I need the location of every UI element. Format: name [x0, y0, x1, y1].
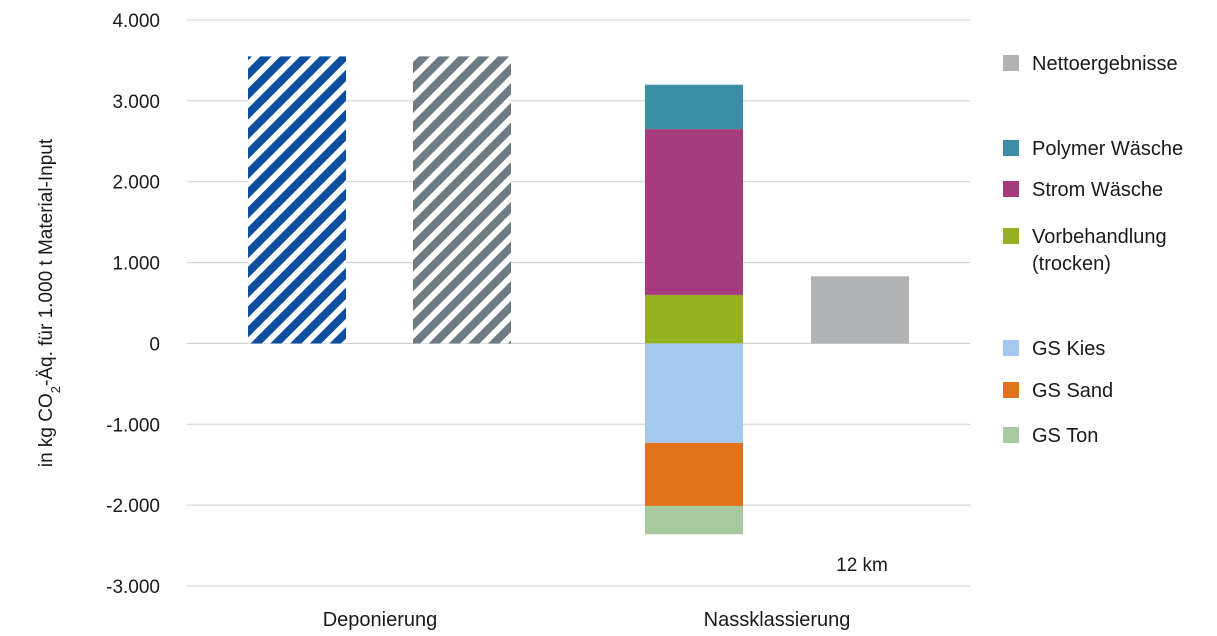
y-tick-label: 1.000: [112, 254, 160, 275]
legend-label: Polymer Wäsche: [1032, 138, 1183, 160]
legend-label: Vorbehandlung: [1032, 226, 1167, 248]
bar-deponierung-2: [413, 56, 511, 344]
bar-segment-gs-sand: [645, 442, 743, 506]
y-tick-label: 3.000: [112, 92, 160, 113]
y-tick-label: 0: [149, 334, 160, 355]
category-labels: Deponierung Nassklassierung: [323, 609, 851, 631]
legend-label: (trocken): [1032, 253, 1111, 275]
y-tick-label: -2.000: [106, 496, 160, 517]
category-label: Deponierung: [323, 609, 438, 631]
bar-segment-polymer-wäsche: [645, 84, 743, 130]
legend-label: GS Ton: [1032, 425, 1098, 447]
y-tick-label: 4.000: [112, 11, 160, 32]
bar-segment-gs-kies: [645, 343, 743, 443]
category-label: Nassklassierung: [704, 609, 851, 631]
legend-label: GS Sand: [1032, 380, 1113, 402]
y-tick-label: -3.000: [106, 577, 160, 598]
legend-swatch: [1003, 181, 1019, 197]
bar-segment-gs-ton: [645, 505, 743, 535]
y-axis-ticks: 4.000 3.000 2.000 1.000 0 -1.000 -2.000 -3.000: [106, 11, 160, 598]
y-axis-label: in kg CO2-Äq. für 1.000 t Material-Input: [36, 138, 63, 467]
legend: Nettoergebnisse Polymer Wäsche Strom Wäsch…: [1003, 53, 1183, 447]
legend-label: GS Kies: [1032, 338, 1105, 360]
y-tick-label: 2.000: [112, 173, 160, 194]
bars: [248, 56, 909, 535]
legend-swatch: [1003, 55, 1019, 71]
bar-segment-nettoergebnisse: [811, 276, 909, 344]
y-tick-label: -1.000: [106, 415, 160, 436]
bar-deponierung-1: [248, 56, 346, 344]
legend-label: Strom Wäsche: [1032, 179, 1163, 201]
legend-swatch: [1003, 427, 1019, 443]
legend-swatch: [1003, 340, 1019, 356]
legend-swatch: [1003, 382, 1019, 398]
legend-swatch: [1003, 228, 1019, 244]
legend-label: Nettoergebnisse: [1032, 53, 1178, 75]
bar-segment-strom-wäsche: [645, 129, 743, 295]
legend-swatch: [1003, 140, 1019, 156]
distance-annotation: 12 km: [836, 555, 888, 576]
bar-segment-vorbehandlung-trocken-: [645, 294, 743, 344]
